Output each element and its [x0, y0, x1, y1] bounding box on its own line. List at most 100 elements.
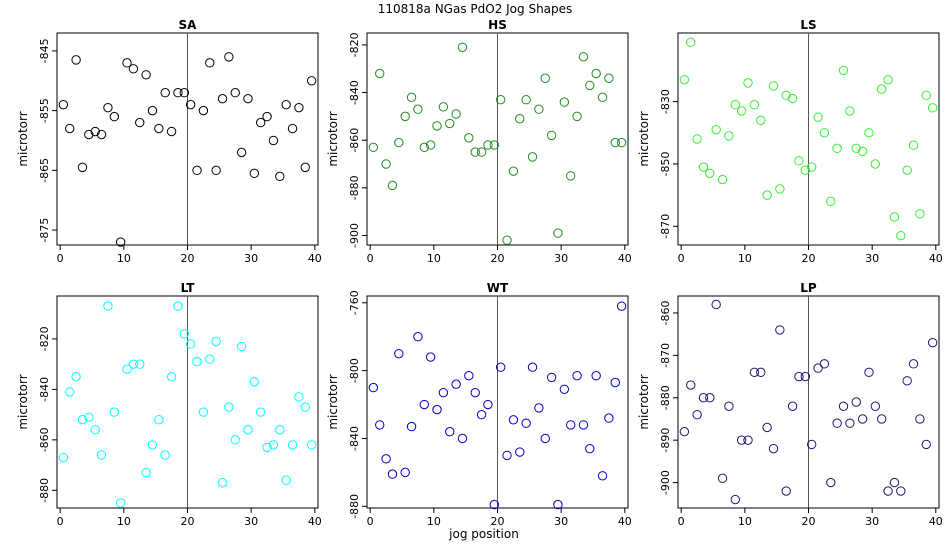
data-point	[115, 498, 126, 508]
data-point	[813, 112, 823, 122]
panel-lt: LT 0 10 20 30 40 -820 -840 -860 -880 microtorr	[16, 281, 322, 528]
x-tick-label: 10	[738, 252, 752, 265]
data-point	[705, 393, 715, 403]
data-point	[109, 407, 119, 417]
data-point	[768, 443, 779, 454]
y-tick-label: -850	[659, 151, 672, 176]
x-tick-label: 30	[554, 252, 568, 265]
data-point	[256, 117, 266, 128]
data-point	[692, 410, 702, 420]
data-point	[281, 99, 291, 110]
data-point	[483, 399, 493, 410]
panel-title: LS	[800, 18, 816, 32]
data-point	[489, 499, 500, 510]
data-point	[470, 147, 480, 157]
data-point	[711, 299, 721, 310]
figure-title: 110818a NGas PdO2 Jog Shapes	[378, 2, 573, 16]
data-point	[502, 450, 512, 461]
panel-ls: LS 0 10 20 30 40 -830 -850 -870 microtorr	[637, 18, 943, 265]
data-point	[381, 159, 391, 169]
data-point	[832, 418, 842, 428]
data-point	[717, 174, 728, 185]
data-point	[394, 348, 404, 359]
data-point	[566, 171, 576, 181]
data-point	[128, 64, 139, 74]
data-point	[173, 301, 183, 311]
y-tick-label: -890	[659, 428, 672, 453]
data-point	[205, 354, 215, 364]
panel-title: LP	[800, 281, 817, 295]
data-point	[419, 399, 429, 410]
data-point	[908, 359, 919, 369]
data-point	[597, 471, 608, 481]
x-tick-label: 20	[491, 515, 505, 528]
y-tick-label: -820	[38, 326, 51, 351]
data-point	[616, 301, 627, 311]
y-tick-label: -875	[38, 218, 51, 243]
data-point	[717, 473, 728, 484]
data-point	[826, 196, 836, 207]
data-point	[211, 336, 221, 347]
data-point	[166, 126, 177, 137]
x-tick-label: 40	[618, 252, 632, 265]
data-point	[166, 372, 177, 382]
data-point	[610, 137, 620, 148]
y-axis-label: microtorr	[326, 374, 340, 429]
data-point	[96, 129, 107, 140]
data-point	[84, 129, 94, 140]
data-point	[173, 88, 183, 98]
data-point	[457, 42, 468, 52]
x-tick-label: 10	[117, 515, 131, 528]
data-point	[65, 123, 75, 134]
data-point	[864, 367, 874, 378]
data-point	[476, 410, 487, 420]
data-point	[198, 407, 209, 417]
data-point	[902, 165, 912, 175]
data-point	[585, 80, 595, 91]
data-point	[736, 106, 747, 116]
data-point	[71, 372, 81, 382]
data-point	[445, 118, 455, 129]
data-point	[902, 376, 912, 386]
data-point	[115, 237, 126, 247]
data-point	[515, 447, 525, 457]
data-point	[915, 209, 925, 219]
data-point	[65, 387, 75, 397]
y-axis-label: microtorr	[637, 374, 651, 429]
data-point	[154, 123, 164, 134]
data-point	[515, 114, 525, 124]
x-tick-label: 10	[427, 252, 441, 265]
data-point	[205, 58, 215, 68]
data-point	[540, 433, 550, 444]
data-point	[400, 111, 410, 122]
data-point	[686, 37, 696, 48]
data-point	[921, 90, 931, 101]
data-point	[438, 387, 449, 398]
data-point	[464, 371, 474, 381]
y-axis-label: microtorr	[326, 111, 340, 166]
data-point	[864, 128, 874, 138]
data-point	[128, 359, 139, 369]
data-point	[406, 421, 417, 432]
data-point	[883, 75, 893, 85]
data-point	[883, 486, 893, 496]
y-tick-label: -840	[348, 426, 361, 451]
data-point	[559, 384, 570, 394]
data-point	[508, 415, 519, 425]
panel-title: LT	[181, 281, 196, 295]
data-point	[394, 137, 404, 148]
data-point	[572, 371, 582, 381]
data-point	[730, 494, 740, 505]
data-point	[90, 425, 100, 435]
data-point	[230, 435, 240, 445]
data-point	[438, 102, 449, 112]
data-point	[604, 413, 614, 423]
x-tick-label: 10	[117, 252, 131, 265]
data-point	[736, 435, 747, 445]
panel-sa: SA 0 10 20 30 40 -845 -855 -865 -875 microtorr	[16, 18, 322, 265]
x-tick-label: 20	[181, 252, 195, 265]
data-point	[921, 439, 931, 450]
data-point	[135, 359, 145, 369]
x-tick-label: 20	[181, 515, 195, 528]
